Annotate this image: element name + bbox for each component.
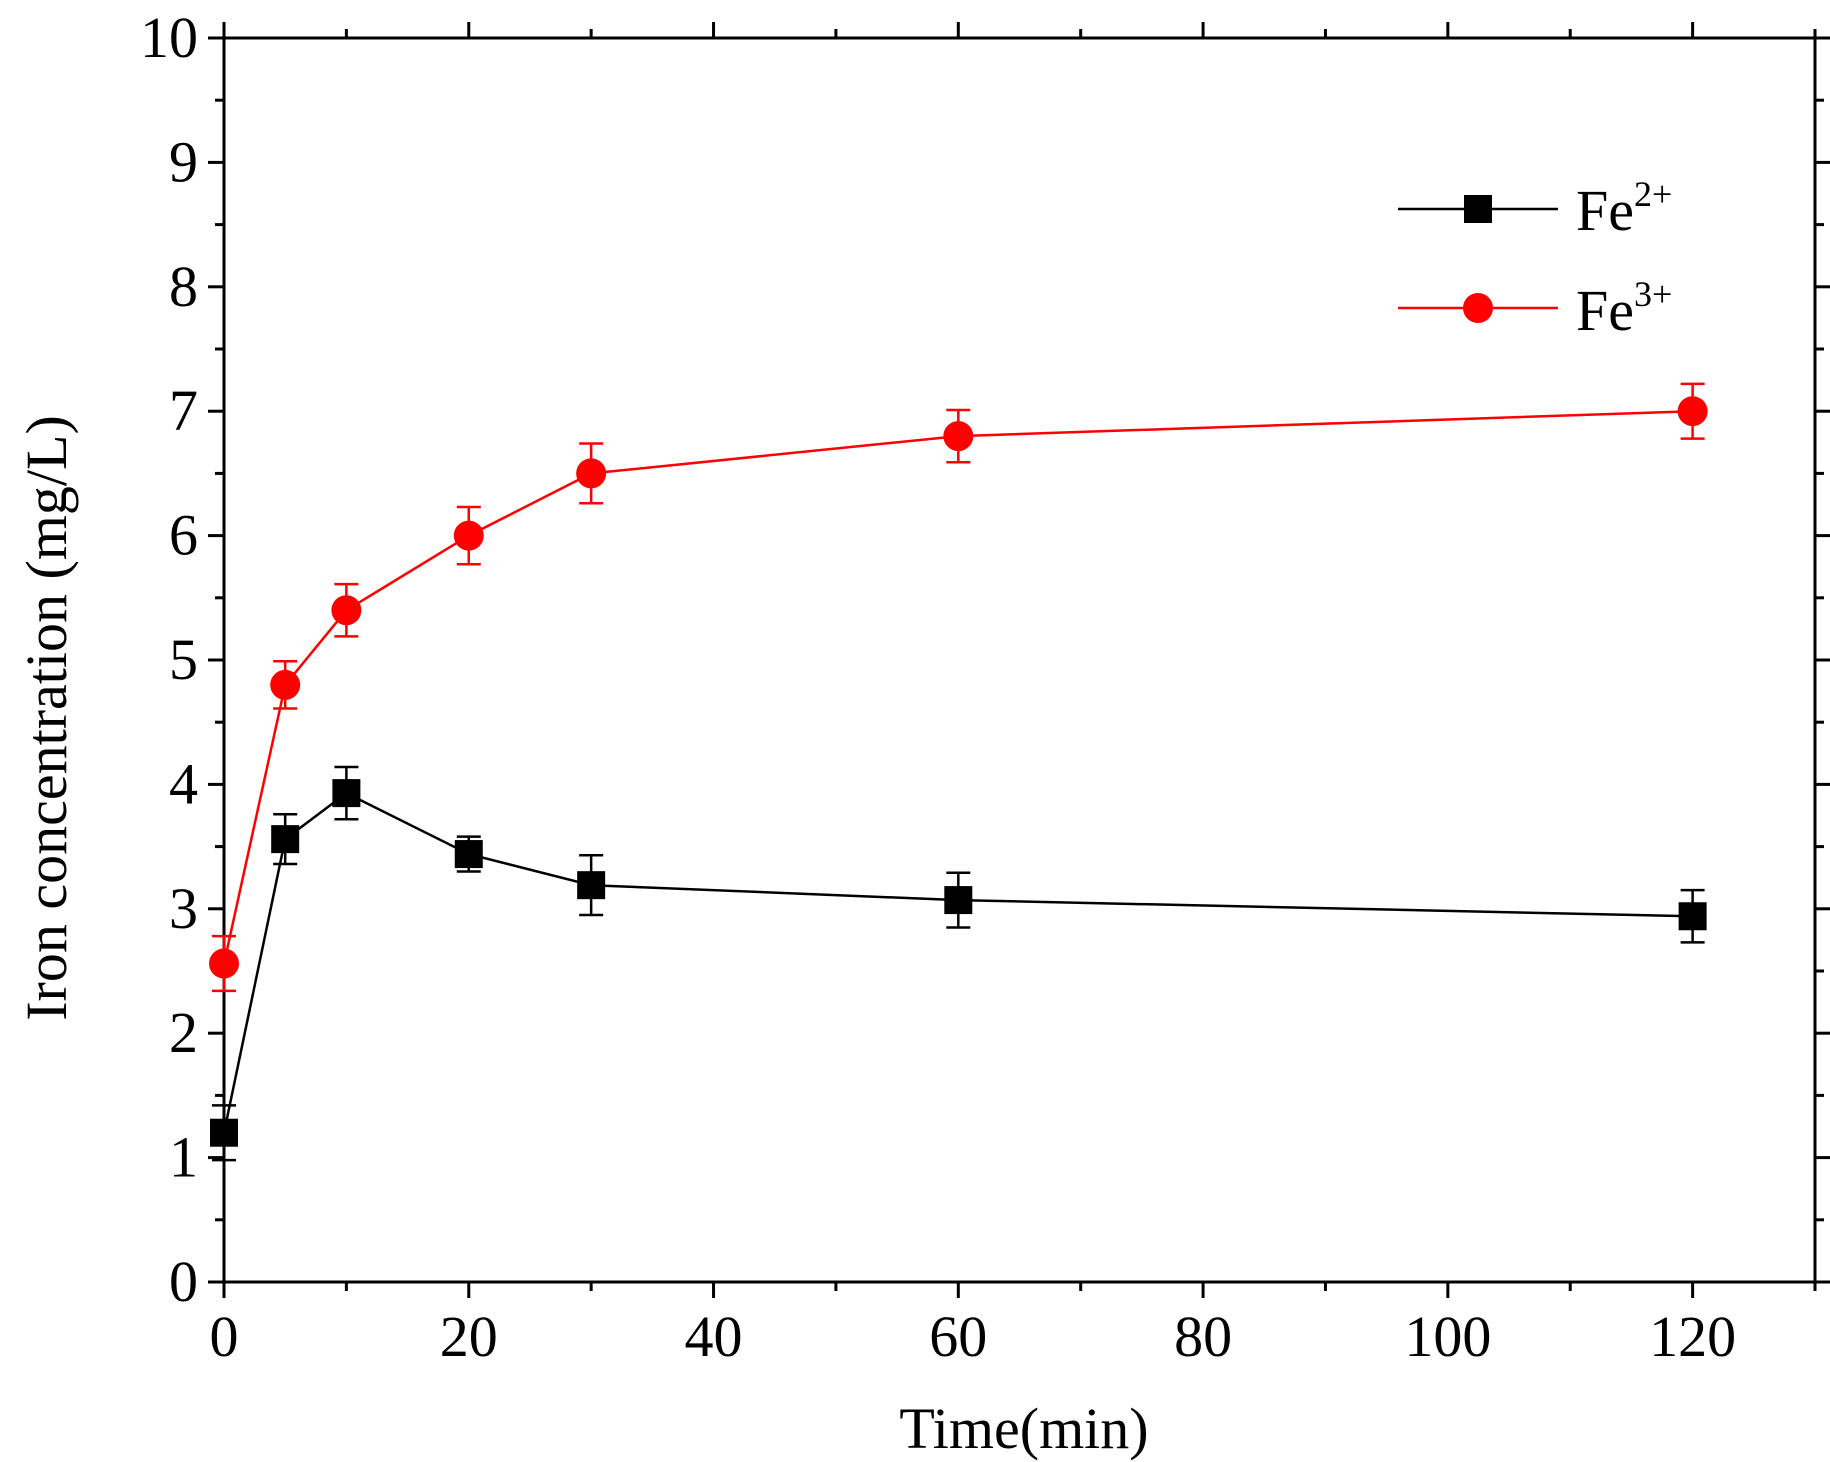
y-tick-label: 0 (169, 1249, 198, 1314)
x-axis-title: Time(min) (899, 1396, 1148, 1461)
series-fe2 (210, 765, 1707, 1162)
data-point-fe2 (577, 871, 606, 900)
axis-ticks (208, 22, 1830, 1298)
legend-label-fe3-base: Fe (1576, 278, 1634, 343)
x-tick-label: 0 (210, 1304, 239, 1369)
data-point-fe2 (944, 886, 973, 915)
legend-label-fe2-base: Fe (1576, 178, 1634, 243)
data-point-fe3 (1677, 396, 1708, 427)
legend: Fe2+ Fe3+ (1398, 174, 1672, 343)
y-tick-label: 5 (169, 627, 198, 692)
legend-marker-fe2 (1464, 195, 1492, 223)
x-tick-label: 40 (685, 1304, 743, 1369)
x-tick-label: 100 (1404, 1304, 1491, 1369)
data-point-fe3 (453, 520, 484, 551)
y-axis-title: Iron concentration (mg/L) (14, 415, 79, 1021)
legend-label-fe3-sup: 3+ (1634, 274, 1672, 314)
y-tick-label: 2 (169, 1000, 198, 1065)
y-tick-label: 10 (140, 5, 198, 70)
data-point-fe2 (332, 779, 361, 808)
data-point-fe3 (576, 458, 607, 489)
legend-item-fe3: Fe3+ (1398, 274, 1672, 343)
data-series (209, 382, 1708, 1162)
data-point-fe2 (454, 840, 483, 869)
legend-label-fe2-sup: 2+ (1634, 174, 1672, 214)
x-tick-label: 60 (929, 1304, 987, 1369)
data-point-fe3 (270, 669, 301, 700)
y-tick-label: 7 (169, 378, 198, 443)
y-tick-label: 3 (169, 876, 198, 941)
y-tick-label: 9 (169, 129, 198, 194)
legend-label-fe3: Fe3+ (1576, 274, 1672, 343)
series-line-fe2 (222, 791, 1693, 1133)
legend-item-fe2: Fe2+ (1398, 174, 1672, 243)
data-point-fe2 (1678, 902, 1707, 931)
data-point-fe3 (331, 595, 362, 626)
x-tick-label: 20 (440, 1304, 498, 1369)
data-point-fe2 (210, 1118, 238, 1147)
y-tick-label: 8 (169, 254, 198, 319)
data-point-fe2 (271, 825, 300, 854)
x-tick-label: 80 (1174, 1304, 1232, 1369)
y-tick-label: 4 (169, 751, 198, 816)
x-tick-label: 120 (1649, 1304, 1736, 1369)
data-point-fe3 (209, 948, 239, 979)
legend-label-fe2: Fe2+ (1576, 174, 1672, 243)
series-fe3 (209, 382, 1708, 993)
y-tick-label: 6 (169, 503, 198, 568)
legend-marker-fe3 (1463, 293, 1493, 323)
data-point-fe3 (943, 421, 974, 452)
y-tick-label: 1 (169, 1125, 198, 1190)
